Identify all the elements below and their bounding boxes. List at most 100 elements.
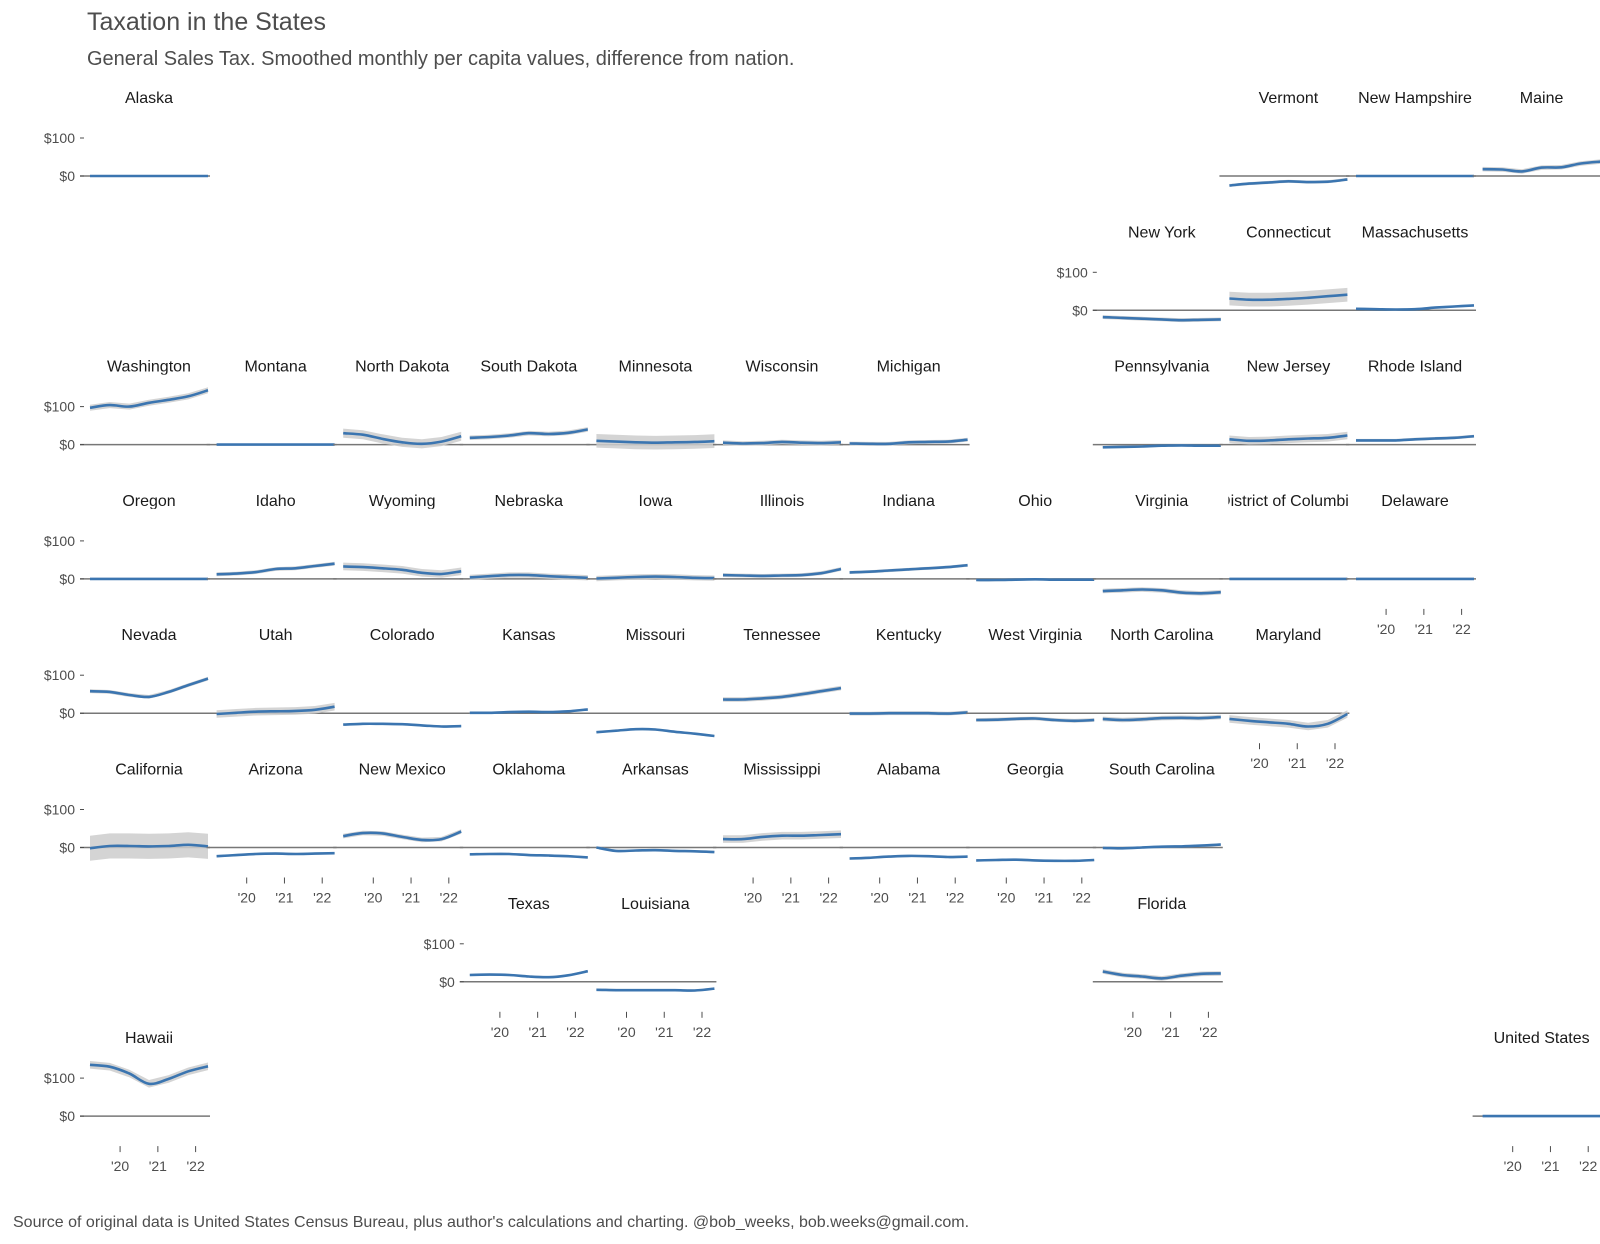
panel-title-wisconsin: Wisconsin [746, 359, 819, 376]
panel-title-virginia: Virginia [1135, 493, 1188, 510]
x-tick-label-new-mexico-1: '21 [402, 890, 420, 906]
panel-title-nevada: Nevada [121, 627, 176, 644]
x-tick-label-maryland-2: '22 [1326, 755, 1344, 771]
series-line-arizona [216, 851, 335, 858]
panel-title-rhode-island: Rhode Island [1368, 359, 1462, 376]
y-tick-label-washington-1: $0 [59, 437, 75, 453]
panel-title-idaho: Idaho [256, 493, 296, 510]
x-tick-label-alabama-0: '20 [871, 890, 889, 906]
panel-title-louisiana: Louisiana [621, 896, 690, 913]
panel-title-new-jersey: New Jersey [1247, 359, 1331, 376]
y-tick-label-new-york-0: $100 [1057, 264, 1088, 280]
series-line-washington [89, 389, 209, 409]
panel-title-michigan: Michigan [877, 359, 941, 376]
panel-title-california: California [115, 762, 183, 779]
panel-title-arkansas: Arkansas [622, 762, 689, 779]
panel-title-tennessee: Tennessee [743, 627, 820, 644]
panel-title-georgia: Georgia [1007, 762, 1064, 779]
series-line-minnesota [596, 439, 715, 445]
panel-title-maryland: Maryland [1255, 627, 1321, 644]
panel-title-new-hampshire: New Hampshire [1358, 90, 1472, 107]
series-line-virginia [1102, 588, 1221, 595]
x-tick-label-arizona-0: '20 [238, 890, 256, 906]
series-line-colorado [343, 722, 462, 728]
y-tick-label-texas-0: $100 [424, 936, 455, 952]
series-line-rhode-island [1355, 434, 1475, 442]
panel-title-mississippi: Mississippi [743, 762, 820, 779]
series-line-nevada [89, 677, 209, 699]
series-line-arkansas [596, 846, 715, 854]
panel-title-new-mexico: New Mexico [359, 762, 446, 779]
panel-title-oklahoma: Oklahoma [492, 762, 565, 779]
x-tick-label-hawaii-1: '21 [149, 1158, 167, 1174]
series-line-vermont [1229, 178, 1348, 187]
panel-title-kentucky: Kentucky [876, 627, 942, 644]
panel-title-south-carolina: South Carolina [1109, 762, 1215, 779]
x-tick-label-georgia-0: '20 [997, 890, 1015, 906]
series-line-california [89, 843, 209, 850]
series-line-indiana [849, 563, 968, 574]
x-tick-label-texas-2: '22 [566, 1024, 584, 1040]
x-tick-label-texas-1: '21 [529, 1024, 547, 1040]
series-line-kansas [469, 708, 588, 715]
series-line-maryland [1229, 712, 1348, 728]
panel-title-alabama: Alabama [877, 762, 940, 779]
y-tick-label-texas-1: $0 [439, 974, 455, 990]
panel-title-oregon: Oregon [122, 493, 175, 510]
series-line-massachusetts [1355, 304, 1475, 311]
x-tick-label-delaware-2: '22 [1452, 621, 1470, 637]
panel-title-north-dakota: North Dakota [355, 359, 449, 376]
x-tick-label-mississippi-1: '21 [782, 890, 800, 906]
panel-title-iowa: Iowa [639, 493, 673, 510]
series-line-georgia [976, 858, 1095, 863]
panel-title-kansas: Kansas [502, 627, 555, 644]
series-line-south-carolina [1102, 843, 1221, 850]
y-tick-label-alaska-0: $100 [44, 130, 75, 146]
panel-title-indiana: Indiana [882, 493, 935, 510]
series-line-ohio [976, 577, 1095, 582]
x-tick-label-maryland-0: '20 [1250, 755, 1268, 771]
confidence-band-hawaii [90, 1061, 208, 1088]
y-tick-label-california-1: $0 [59, 840, 75, 856]
confidence-band-nevada [90, 676, 208, 699]
y-tick-label-hawaii-0: $100 [44, 1070, 75, 1086]
series-line-oklahoma [469, 852, 588, 859]
series-line-north-carolina [1102, 715, 1221, 722]
panel-title-maine: Maine [1520, 90, 1564, 107]
x-tick-label-maryland-1: '21 [1288, 755, 1306, 771]
panel-title-hawaii: Hawaii [125, 1030, 173, 1047]
panel-title-massachusetts: Massachusetts [1362, 224, 1469, 241]
panel-title-south-dakota: South Dakota [480, 359, 577, 376]
y-tick-label-oregon-0: $100 [44, 533, 75, 549]
x-tick-label-united-states-1: '21 [1541, 1158, 1559, 1174]
x-tick-label-arizona-2: '22 [313, 890, 331, 906]
series-line-michigan [849, 438, 968, 446]
panel-title-new-york: New York [1128, 224, 1197, 241]
panel-title-washington: Washington [107, 359, 191, 376]
panel-title-utah: Utah [259, 627, 293, 644]
panel-title-vermont: Vermont [1259, 90, 1319, 107]
panel-title-florida: Florida [1137, 896, 1186, 913]
panel-title-alaska: Alaska [125, 90, 173, 107]
series-line-iowa [596, 575, 715, 580]
x-tick-label-mississippi-2: '22 [819, 890, 837, 906]
series-line-louisiana [596, 987, 715, 992]
panel-title-north-carolina: North Carolina [1110, 627, 1213, 644]
series-line-maine [1482, 160, 1600, 173]
panel-title-connecticut: Connecticut [1246, 224, 1331, 241]
x-tick-label-new-mexico-2: '22 [440, 890, 458, 906]
x-tick-label-delaware-0: '20 [1377, 621, 1395, 637]
x-tick-label-mississippi-0: '20 [744, 890, 762, 906]
y-tick-label-new-york-1: $0 [1072, 302, 1088, 318]
source-caption: Source of original data is United States… [13, 1214, 970, 1231]
panel-title-texas: Texas [508, 896, 550, 913]
series-line-south-dakota [469, 428, 589, 440]
series-line-pennsylvania [1102, 444, 1221, 449]
panel-title-ohio: Ohio [1018, 493, 1052, 510]
panel-title-minnesota: Minnesota [618, 359, 692, 376]
confidence-band-florida [1102, 969, 1221, 981]
x-tick-label-united-states-2: '22 [1579, 1158, 1597, 1174]
panel-title-colorado: Colorado [370, 627, 435, 644]
series-line-north-dakota [343, 431, 462, 446]
